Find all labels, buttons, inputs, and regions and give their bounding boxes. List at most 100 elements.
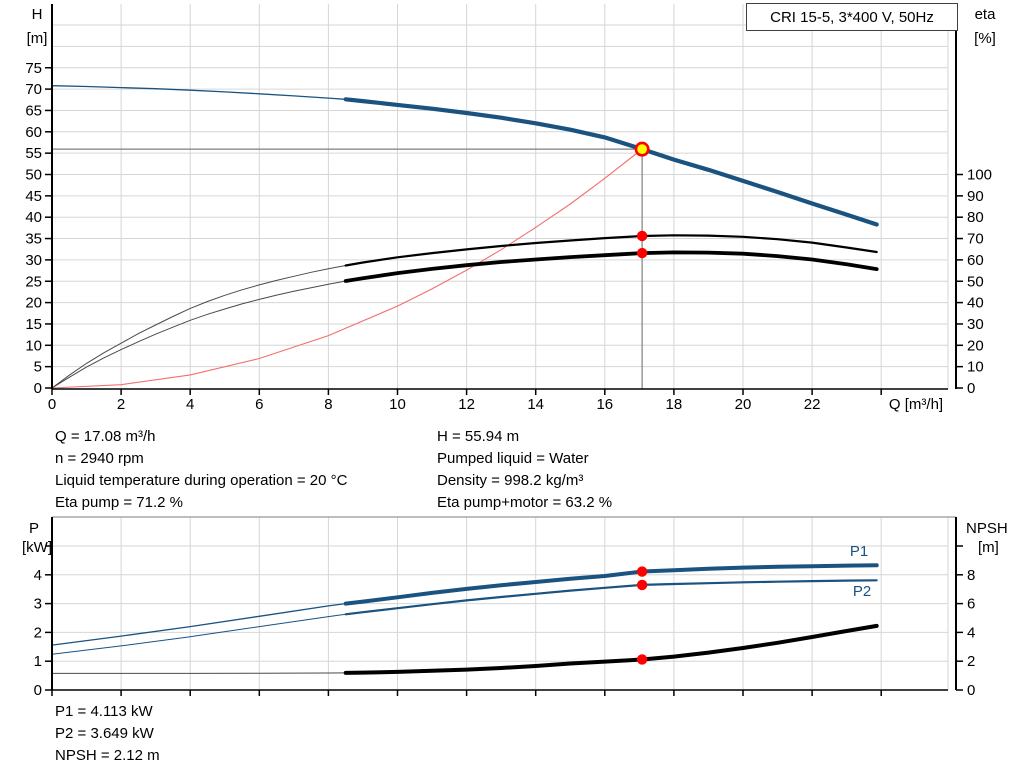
p-tick-label: 3: [34, 596, 42, 613]
npsh-tick-label: 4: [967, 624, 975, 641]
power-npsh-chart: 0 1 2 3 4 0 2 4 6 8 P [kW] NPSH [m] P1 P2: [22, 516, 1008, 699]
h-tick-label: 30: [25, 252, 42, 269]
info-line-p2: P2 = 3.649 kW: [55, 725, 154, 742]
eta-tick-label: 40: [967, 295, 984, 312]
h-axis-unit: [m]: [27, 30, 48, 47]
p1-duty-dot: [636, 566, 648, 577]
eta-tick-label: 0: [967, 380, 975, 397]
q-tick-label: 14: [527, 396, 544, 413]
eta-pump-duty-dot: [636, 230, 648, 242]
p-tick-label: 1: [34, 653, 42, 670]
pump-model-badge: CRI 15-5, 3*400 V, 50Hz: [746, 3, 958, 31]
qh-curve: [343, 97, 879, 227]
h-tick-label: 25: [25, 273, 42, 290]
q-tick-label: 16: [596, 396, 613, 413]
q-axis-title: Q [m³/h]: [889, 396, 943, 413]
p-tick-label: 4: [34, 567, 42, 584]
h-tick-label: 10: [25, 337, 42, 354]
eta-tick-label: 30: [967, 316, 984, 333]
eta-tick-label: 10: [967, 359, 984, 376]
npsh-duty-dot: [636, 654, 648, 665]
npsh-axis-title: NPSH: [966, 520, 1008, 537]
info-line-liquid: Pumped liquid = Water: [437, 450, 589, 467]
h-tick-label: 35: [25, 231, 42, 248]
q-tick-label: 8: [324, 396, 332, 413]
q-tick-label: 22: [804, 396, 821, 413]
eta-tick-label: 100: [967, 167, 992, 184]
qh-grid: [52, 4, 949, 389]
p2-curve-thin: [51, 613, 346, 655]
q-tick-label: 6: [255, 396, 263, 413]
duty-info-left: Q = 17.08 m³/h n = 2940 rpm Liquid tempe…: [55, 426, 347, 514]
npsh-axis-unit: [m]: [978, 539, 999, 556]
h-tick-label: 15: [25, 316, 42, 333]
info-line-q: Q = 17.08 m³/h: [55, 428, 156, 445]
npsh-tick-label: 8: [967, 567, 975, 584]
q-tick-label: 12: [458, 396, 475, 413]
eta-tick-label: 70: [967, 231, 984, 248]
p2-duty-dot: [636, 579, 648, 591]
info-line-density: Density = 998.2 kg/m³: [437, 472, 584, 489]
p-axis-unit: [kW]: [22, 539, 52, 556]
h-tick-label: 55: [25, 145, 42, 162]
speed-parabola-curve: [51, 148, 643, 389]
eta-pump-curve: [344, 234, 878, 267]
p-axis-title: P: [29, 520, 39, 537]
p1-curve-label: P1: [850, 543, 868, 560]
npsh-tick-label: 6: [967, 596, 975, 613]
h-tick-label: 65: [25, 102, 42, 119]
p1-curve: [343, 563, 879, 606]
h-tick-label: 50: [25, 167, 42, 184]
h-tick-label: 40: [25, 209, 42, 226]
info-line-p1: P1 = 4.113 kW: [55, 703, 153, 720]
q-tick-label: 4: [186, 396, 194, 413]
power-grid: [52, 516, 956, 690]
p-tick-label: 0: [34, 682, 42, 699]
eta-tick-label: 80: [967, 209, 984, 226]
h-axis-title: H: [32, 6, 43, 23]
h-tick-label: 0: [34, 380, 42, 397]
p-tick-label: 2: [34, 624, 42, 641]
h-tick-label: 20: [25, 295, 42, 312]
h-tick-label: 45: [25, 188, 42, 205]
eta-tick-label: 50: [967, 273, 984, 290]
info-line-npsh: NPSH = 2.12 m: [55, 747, 160, 764]
npsh-tick-label: 2: [967, 653, 975, 670]
info-line-eta-pump-motor: Eta pump+motor = 63.2 %: [437, 494, 613, 511]
info-line-eta-pump: Eta pump = 71.2 %: [55, 494, 183, 511]
h-tick-label: 70: [25, 81, 42, 98]
q-tick-label: 20: [735, 396, 752, 413]
q-tick-label: 2: [117, 396, 125, 413]
qh-chart: 0 2 4 6 8 10 12 14 16 18 20 22 Q [m³/h] 0 5 10 15 20 25 30 3…: [25, 4, 996, 413]
eta-axis-title: eta: [975, 6, 997, 23]
h-tick-label: 75: [25, 60, 42, 77]
h-tick-label: 5: [34, 359, 42, 376]
info-line-temperature: Liquid temperature during operation = 20…: [55, 472, 348, 489]
duty-point-marker[interactable]: [634, 141, 650, 157]
npsh-tick-label: 0: [967, 682, 975, 699]
eta-pump-curve-thin: [51, 265, 346, 389]
info-line-head: H = 55.94 m: [437, 428, 520, 445]
q-tick-label: 0: [48, 396, 56, 413]
qh-curve-thin: [51, 85, 346, 100]
p2-curve: [344, 579, 878, 616]
power-info: P1 = 4.113 kW P2 = 3.649 kW NPSH = 2.12 …: [55, 701, 160, 767]
eta-axis-unit: [%]: [974, 30, 996, 47]
h-tick-label: 60: [25, 124, 42, 141]
eta-tick-label: 60: [967, 252, 984, 269]
eta-tick-label: 20: [967, 337, 984, 354]
info-line-speed: n = 2940 rpm: [55, 450, 144, 467]
eta-pump-motor-curve-thin: [51, 280, 346, 389]
p2-curve-label: P2: [853, 583, 871, 600]
q-tick-label: 10: [389, 396, 406, 413]
npsh-curve: [343, 623, 879, 675]
eta-pump-motor-curve: [343, 250, 879, 283]
eta-tick-label: 90: [967, 188, 984, 205]
eta-pump-motor-duty-dot: [636, 247, 648, 259]
duty-info-right: H = 55.94 m Pumped liquid = Water Densit…: [437, 426, 612, 514]
q-tick-label: 18: [666, 396, 683, 413]
npsh-curve-thin: [52, 672, 346, 674]
p1-curve-thin: [51, 602, 346, 646]
